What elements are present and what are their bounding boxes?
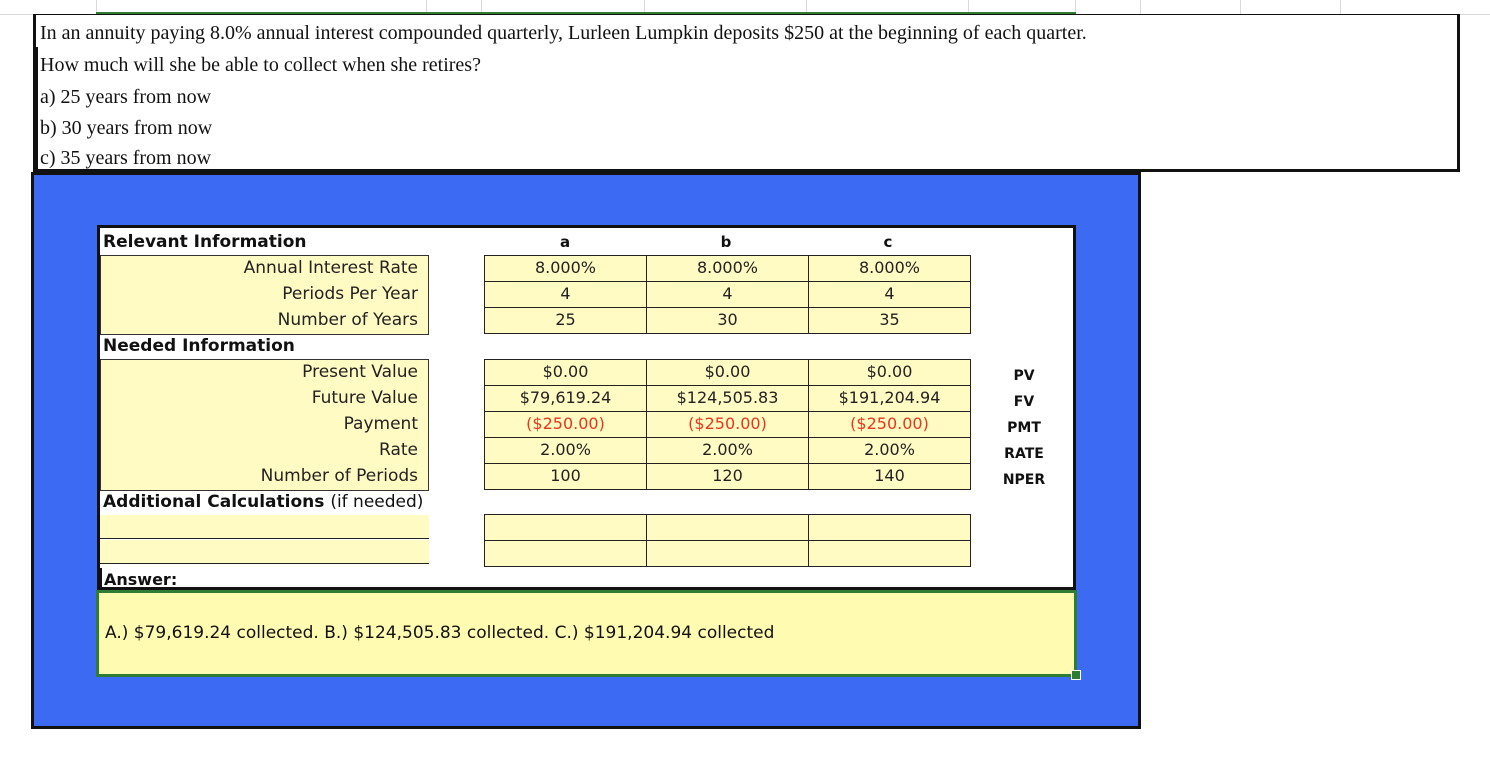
selected-column-indicator <box>96 12 1076 15</box>
cell-years-a[interactable]: 25 <box>484 307 647 334</box>
additional-cell-c1[interactable] <box>808 514 971 541</box>
cell-fv-a[interactable]: $79,619.24 <box>484 385 647 412</box>
cell-fv-c[interactable]: $191,204.94 <box>808 385 971 412</box>
needed-labels-block <box>100 359 429 491</box>
cell-pmt-c[interactable]: ($250.00) <box>808 411 971 438</box>
calculation-panel: Relevant Information a b c Annual Intere… <box>97 225 1076 593</box>
additional-cell-a1[interactable] <box>484 514 647 541</box>
gridline <box>806 0 807 14</box>
cell-rate-a[interactable]: 8.000% <box>484 255 647 282</box>
additional-calc-suffix: (if needed) <box>330 492 424 512</box>
additional-calc-header: Additional Calculations (if needed) <box>103 492 423 512</box>
additional-label-cell-1[interactable] <box>100 515 429 539</box>
relevant-info-header: Relevant Information <box>103 232 307 252</box>
function-nper: NPER <box>1002 472 1046 488</box>
additional-cell-b1[interactable] <box>646 514 809 541</box>
gridline <box>1340 0 1341 14</box>
cell-periods-a[interactable]: 4 <box>484 281 647 308</box>
needed-info-header: Needed Information <box>103 336 295 356</box>
cell-periods-c[interactable]: 4 <box>808 281 971 308</box>
function-rate: RATE <box>1004 446 1044 462</box>
question-part-c: c) 35 years from now <box>40 147 212 169</box>
question-part-a: a) 25 years from now <box>40 86 212 108</box>
fill-handle[interactable] <box>1071 670 1081 680</box>
gridline <box>481 0 482 14</box>
gridline <box>968 0 969 14</box>
label-present-value: Present Value <box>302 362 418 382</box>
additional-cell-b2[interactable] <box>646 540 809 567</box>
cell-rate-periodic-a[interactable]: 2.00% <box>484 437 647 464</box>
question-box[interactable]: In an annuity paying 8.0% annual interes… <box>33 14 1460 172</box>
cell-periods-b[interactable]: 4 <box>646 281 809 308</box>
answer-header: Answer: <box>104 570 178 589</box>
cell-years-b[interactable]: 30 <box>646 307 809 334</box>
function-pv: PV <box>1013 368 1035 384</box>
cell-fv-b[interactable]: $124,505.83 <box>646 385 809 412</box>
label-payment: Payment <box>343 414 418 434</box>
function-fv: FV <box>1013 394 1035 410</box>
cell-pmt-b[interactable]: ($250.00) <box>646 411 809 438</box>
divider <box>100 568 102 593</box>
cell-nper-c[interactable]: 140 <box>808 463 971 490</box>
label-rate: Rate <box>379 440 418 460</box>
additional-label-cell-2[interactable] <box>100 540 429 564</box>
cell-rate-b[interactable]: 8.000% <box>646 255 809 282</box>
question-line: How much will she be able to collect whe… <box>40 54 481 76</box>
gridline <box>1240 0 1241 14</box>
cell-years-c[interactable]: 35 <box>808 307 971 334</box>
question-part-b: b) 30 years from now <box>40 117 213 139</box>
label-future-value: Future Value <box>311 388 418 408</box>
answer-cell[interactable]: A.) $79,619.24 collected. B.) $124,505.8… <box>96 590 1077 677</box>
gridline <box>644 0 645 14</box>
label-annual-interest-rate: Annual Interest Rate <box>243 258 418 278</box>
additional-cell-a2[interactable] <box>484 540 647 567</box>
cell-rate-c[interactable]: 8.000% <box>808 255 971 282</box>
cell-nper-b[interactable]: 120 <box>646 463 809 490</box>
column-header-a: a <box>559 233 571 251</box>
cell-pv-c[interactable]: $0.00 <box>808 359 971 386</box>
divider <box>36 47 38 171</box>
label-number-of-periods: Number of Periods <box>260 466 418 486</box>
cell-rate-periodic-b[interactable]: 2.00% <box>646 437 809 464</box>
cell-pv-a[interactable]: $0.00 <box>484 359 647 386</box>
function-pmt: PMT <box>1007 420 1041 436</box>
gridline <box>426 0 427 14</box>
label-periods-per-year: Periods Per Year <box>282 284 418 304</box>
answer-text: A.) $79,619.24 collected. B.) $124,505.8… <box>105 623 775 643</box>
gridline <box>96 0 97 14</box>
question-line: In an annuity paying 8.0% annual interes… <box>40 22 1087 44</box>
cell-nper-a[interactable]: 100 <box>484 463 647 490</box>
cell-pmt-a[interactable]: ($250.00) <box>484 411 647 438</box>
column-header-b: b <box>720 233 732 251</box>
gridline <box>1075 0 1076 14</box>
cell-pv-b[interactable]: $0.00 <box>646 359 809 386</box>
gridline <box>1140 0 1141 14</box>
additional-calc-title: Additional Calculations <box>103 492 325 512</box>
cell-rate-periodic-c[interactable]: 2.00% <box>808 437 971 464</box>
additional-cell-c2[interactable] <box>808 540 971 567</box>
column-header-c: c <box>883 233 893 251</box>
label-number-of-years: Number of Years <box>277 310 418 330</box>
relevant-labels-block <box>100 255 429 335</box>
